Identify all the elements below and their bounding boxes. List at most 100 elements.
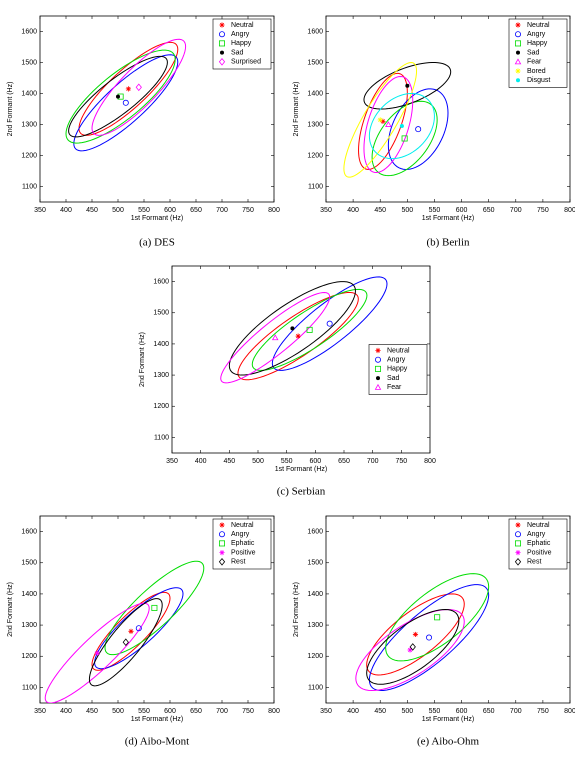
legend-box [212,18,272,70]
y-tick-label: 1400 [307,90,323,97]
legend-label: Fear [527,59,542,66]
ellipse [358,72,408,170]
x-tick-label: 750 [395,458,407,465]
x-tick-label: 350 [320,708,332,715]
ellipse [68,55,168,138]
legend-label: Angry [231,31,250,38]
ellipse [271,276,388,371]
ellipse [363,75,414,174]
y-tick-label: 1200 [153,403,169,410]
caption: (b) Berlin [426,237,470,249]
x-tick-label: 700 [510,207,522,214]
legend-marker [514,58,522,65]
legend-box [212,518,272,570]
mean-point [409,643,416,651]
mean-point [401,135,408,142]
legend-marker [374,365,381,372]
x-axis-label: 1st Formant (Hz) [275,466,328,473]
legend-label: Positive [231,549,256,556]
y-tick-label: 1200 [307,653,323,660]
x-tick-label: 400 [60,708,72,715]
legend-label: Rest [231,559,245,566]
x-tick-label: 650 [190,708,202,715]
legend-label: Sad [231,49,244,56]
mean-point [385,121,392,127]
y-tick-label: 1400 [21,90,37,97]
legend-marker [219,522,225,528]
y-tick-label: 1600 [21,28,37,35]
x-tick-label: 650 [338,458,350,465]
mean-point [306,326,313,333]
x-tick-label: 600 [456,708,468,715]
mean-point [94,650,100,656]
legend: Neutral Angry Happy Sad Fear [368,344,428,395]
mean-point [125,86,131,92]
ellipse [343,62,418,178]
legend-label: Neutral [527,22,550,29]
plot-content [355,573,490,692]
ellipse [228,281,356,376]
legend-label: Surprised [231,59,261,66]
plot-content [220,276,388,384]
x-tick-label: 350 [34,708,46,715]
legend-label: Rest [527,559,541,566]
x-tick-label: 600 [309,458,321,465]
x-tick-label: 550 [138,207,150,214]
subplot: 350 400 450 500 550 600 650 700 750 800 1100 1200 13… [7,15,280,249]
ellipse [366,608,460,685]
y-tick-label: 1300 [21,622,37,629]
legend-marker [515,522,521,528]
y-tick-label: 1500 [21,59,37,66]
y-tick-label: 1500 [21,560,37,567]
y-tick-label: 1500 [307,560,323,567]
x-tick-label: 700 [367,458,379,465]
x-tick-label: 700 [510,708,522,715]
x-axis-label: 1st Formant (Hz) [422,716,475,723]
legend-marker [218,531,225,538]
x-axis-label: 1st Formant (Hz) [131,215,184,222]
ellipse [91,38,187,136]
legend: Neutral Angry Ephatic Positive Rest [212,518,272,570]
y-axis-label: 2nd Formant (Hz) [7,82,14,137]
mean-point [399,124,404,129]
x-tick-label: 800 [424,458,436,465]
x-tick-label: 400 [347,708,359,715]
legend-marker [218,557,226,566]
y-tick-label: 1300 [307,121,323,128]
x-axis-label: 1st Formant (Hz) [131,716,184,723]
mean-point [434,614,441,621]
mean-point [377,117,383,123]
legend-label: Neutral [231,22,254,29]
y-tick-label: 1300 [307,622,323,629]
y-axis-label: 2nd Formant (Hz) [7,582,14,637]
legend-marker [375,376,380,381]
plot-content [65,38,187,152]
mean-point [326,320,333,327]
x-tick-label: 750 [242,207,254,214]
subplot: 350 400 450 500 550 600 650 700 750 800 1100 1200 13… [139,265,436,498]
y-tick-label: 1600 [307,528,323,535]
legend-label: Bored [527,68,546,75]
mean-point [135,625,142,632]
x-tick-label: 600 [456,207,468,214]
legend-label: Happy [527,40,548,47]
y-tick-label: 1500 [153,310,169,317]
mean-point [271,334,279,341]
y-tick-label: 1200 [21,653,37,660]
ellipse [44,602,150,703]
legend-marker [515,550,521,556]
y-tick-label: 1600 [307,28,323,35]
legend-marker [218,57,226,66]
x-tick-label: 350 [166,458,178,465]
legend-marker [515,540,522,547]
legend-label: Angry [527,531,546,538]
ellipse [363,62,452,110]
legend-label: Angry [387,357,406,364]
y-axis-label: 2nd Formant (Hz) [139,332,146,387]
mean-point [405,83,410,88]
x-tick-label: 500 [112,708,124,715]
ellipse [104,560,205,656]
legend-label: Positive [527,549,552,556]
y-tick-label: 1100 [22,684,37,691]
